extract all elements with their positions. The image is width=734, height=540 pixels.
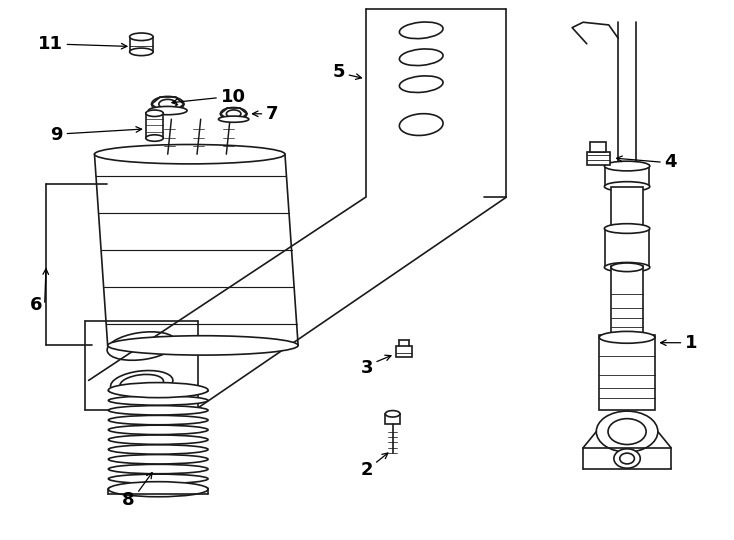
- Bar: [605, 228, 649, 267]
- Text: 5: 5: [333, 63, 345, 81]
- Ellipse shape: [599, 332, 655, 343]
- Text: 4: 4: [664, 153, 677, 171]
- Text: 10: 10: [220, 87, 245, 105]
- Bar: [586, 152, 610, 165]
- Text: 7: 7: [266, 105, 278, 123]
- Ellipse shape: [604, 262, 650, 272]
- Ellipse shape: [604, 161, 650, 171]
- Text: 1: 1: [685, 334, 697, 352]
- Text: 3: 3: [360, 359, 373, 377]
- Ellipse shape: [219, 116, 249, 122]
- Ellipse shape: [109, 396, 208, 405]
- Bar: [599, 335, 655, 410]
- Ellipse shape: [109, 415, 208, 425]
- Bar: [611, 186, 643, 230]
- Bar: [385, 414, 400, 423]
- Ellipse shape: [611, 333, 643, 342]
- Ellipse shape: [109, 435, 208, 444]
- Ellipse shape: [130, 33, 153, 40]
- Ellipse shape: [146, 110, 164, 117]
- Ellipse shape: [109, 474, 208, 483]
- Ellipse shape: [109, 406, 208, 415]
- Ellipse shape: [604, 224, 650, 233]
- Bar: [396, 347, 413, 357]
- Bar: [146, 113, 164, 138]
- Bar: [130, 37, 153, 52]
- Ellipse shape: [385, 410, 400, 417]
- Text: 11: 11: [38, 35, 63, 53]
- Ellipse shape: [95, 145, 285, 164]
- Ellipse shape: [108, 336, 298, 355]
- Text: 6: 6: [30, 296, 43, 314]
- Ellipse shape: [614, 449, 640, 468]
- Text: 8: 8: [122, 491, 135, 509]
- Text: 9: 9: [51, 126, 63, 144]
- Bar: [589, 142, 606, 152]
- Ellipse shape: [109, 482, 208, 497]
- Ellipse shape: [109, 464, 208, 474]
- Ellipse shape: [596, 411, 658, 452]
- Ellipse shape: [109, 455, 208, 464]
- Ellipse shape: [130, 48, 153, 56]
- Ellipse shape: [611, 225, 643, 234]
- Ellipse shape: [608, 418, 646, 444]
- Ellipse shape: [109, 484, 208, 494]
- Ellipse shape: [146, 135, 164, 141]
- Bar: [611, 266, 643, 338]
- Ellipse shape: [619, 453, 634, 464]
- Bar: [605, 165, 649, 186]
- Ellipse shape: [148, 106, 187, 114]
- Ellipse shape: [109, 382, 208, 397]
- Ellipse shape: [109, 425, 208, 435]
- Text: 2: 2: [360, 461, 373, 480]
- Ellipse shape: [604, 181, 650, 191]
- Ellipse shape: [611, 263, 643, 272]
- Ellipse shape: [109, 445, 208, 454]
- Ellipse shape: [109, 386, 208, 395]
